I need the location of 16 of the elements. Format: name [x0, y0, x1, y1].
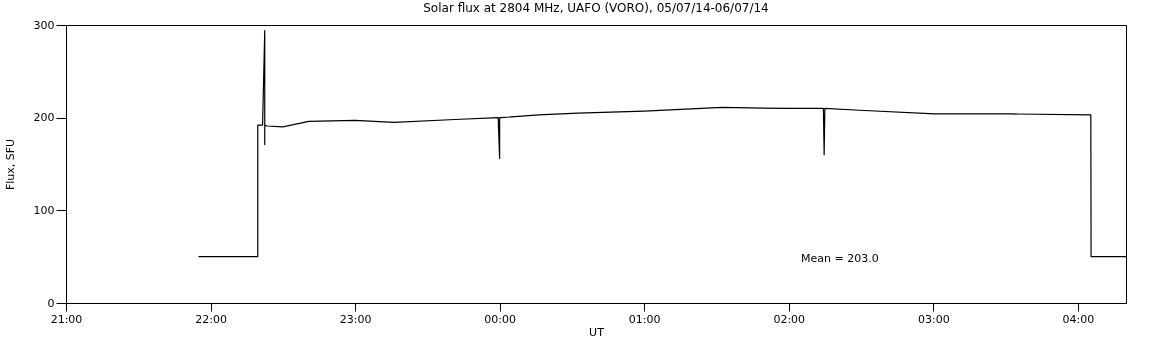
x-tick-label: 21:00 [50, 312, 83, 326]
x-tick-label: 01:00 [628, 312, 661, 326]
y-tick-label: 200 [33, 111, 55, 125]
x-tick-label: 22:00 [195, 312, 227, 326]
x-tick-label: 02:00 [773, 312, 806, 326]
y-tick-label: 300 [33, 18, 55, 32]
y-tick-label: 100 [33, 203, 55, 217]
x-tick-label: 23:00 [339, 312, 372, 326]
x-tick-label: 04:00 [1062, 312, 1095, 326]
x-axis-title: UT [589, 325, 605, 339]
x-tick-label: 00:00 [484, 312, 516, 326]
y-tick-label: 0 [47, 296, 55, 310]
chart-title: Solar flux at 2804 MHz, UAFO (VORO), 05/07/14-06/07/14 [423, 1, 769, 15]
x-tick-label: 03:00 [917, 312, 950, 326]
y-axis-title: Flux, SFU [3, 138, 17, 191]
annotation: Mean = 203.0 [800, 251, 879, 265]
